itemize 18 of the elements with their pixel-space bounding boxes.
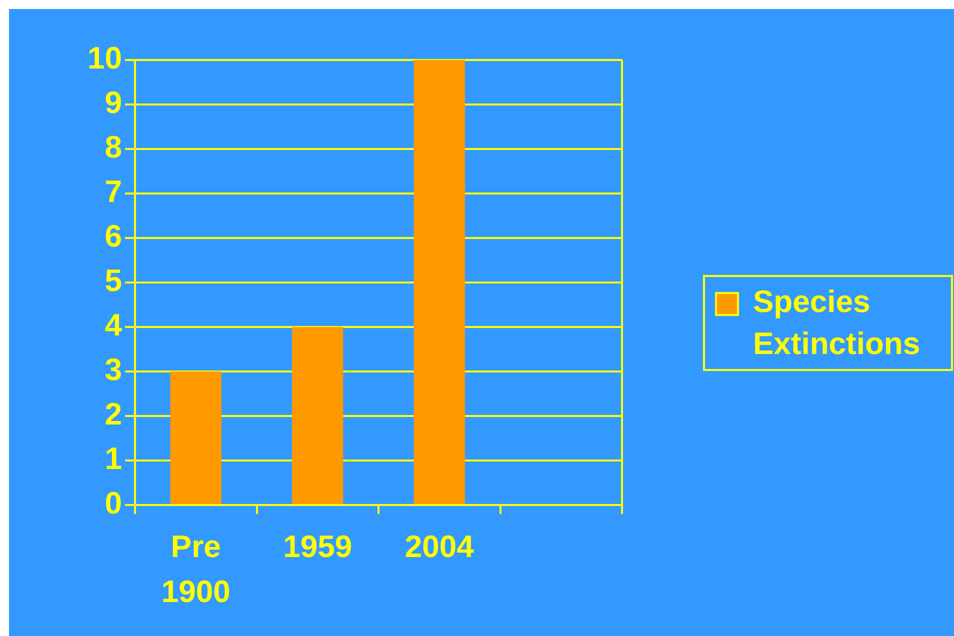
y-tick-label: 4 [104, 308, 123, 343]
x-tick-label: 2004 [404, 529, 475, 564]
y-tick-label: 7 [104, 174, 122, 210]
bar [292, 327, 344, 504]
y-tick-label: 6 [104, 218, 122, 254]
y-tick-label: 1 [104, 441, 122, 476]
x-tick-label: 1959 [283, 529, 352, 564]
bar [414, 60, 465, 504]
legend-label: Species Extinctions [753, 282, 922, 362]
y-tick-label: 5 [104, 263, 122, 298]
bar [170, 372, 222, 504]
y-tick-label: 3 [104, 352, 122, 388]
x-tick-label: Pre 1900 [161, 529, 230, 609]
y-tick-label: 0 [104, 486, 122, 521]
y-tick-label: 9 [104, 85, 122, 120]
y-tick-label: 2 [104, 396, 122, 432]
y-tick-label: 10 [88, 40, 122, 76]
y-tick-label: 8 [104, 130, 122, 165]
